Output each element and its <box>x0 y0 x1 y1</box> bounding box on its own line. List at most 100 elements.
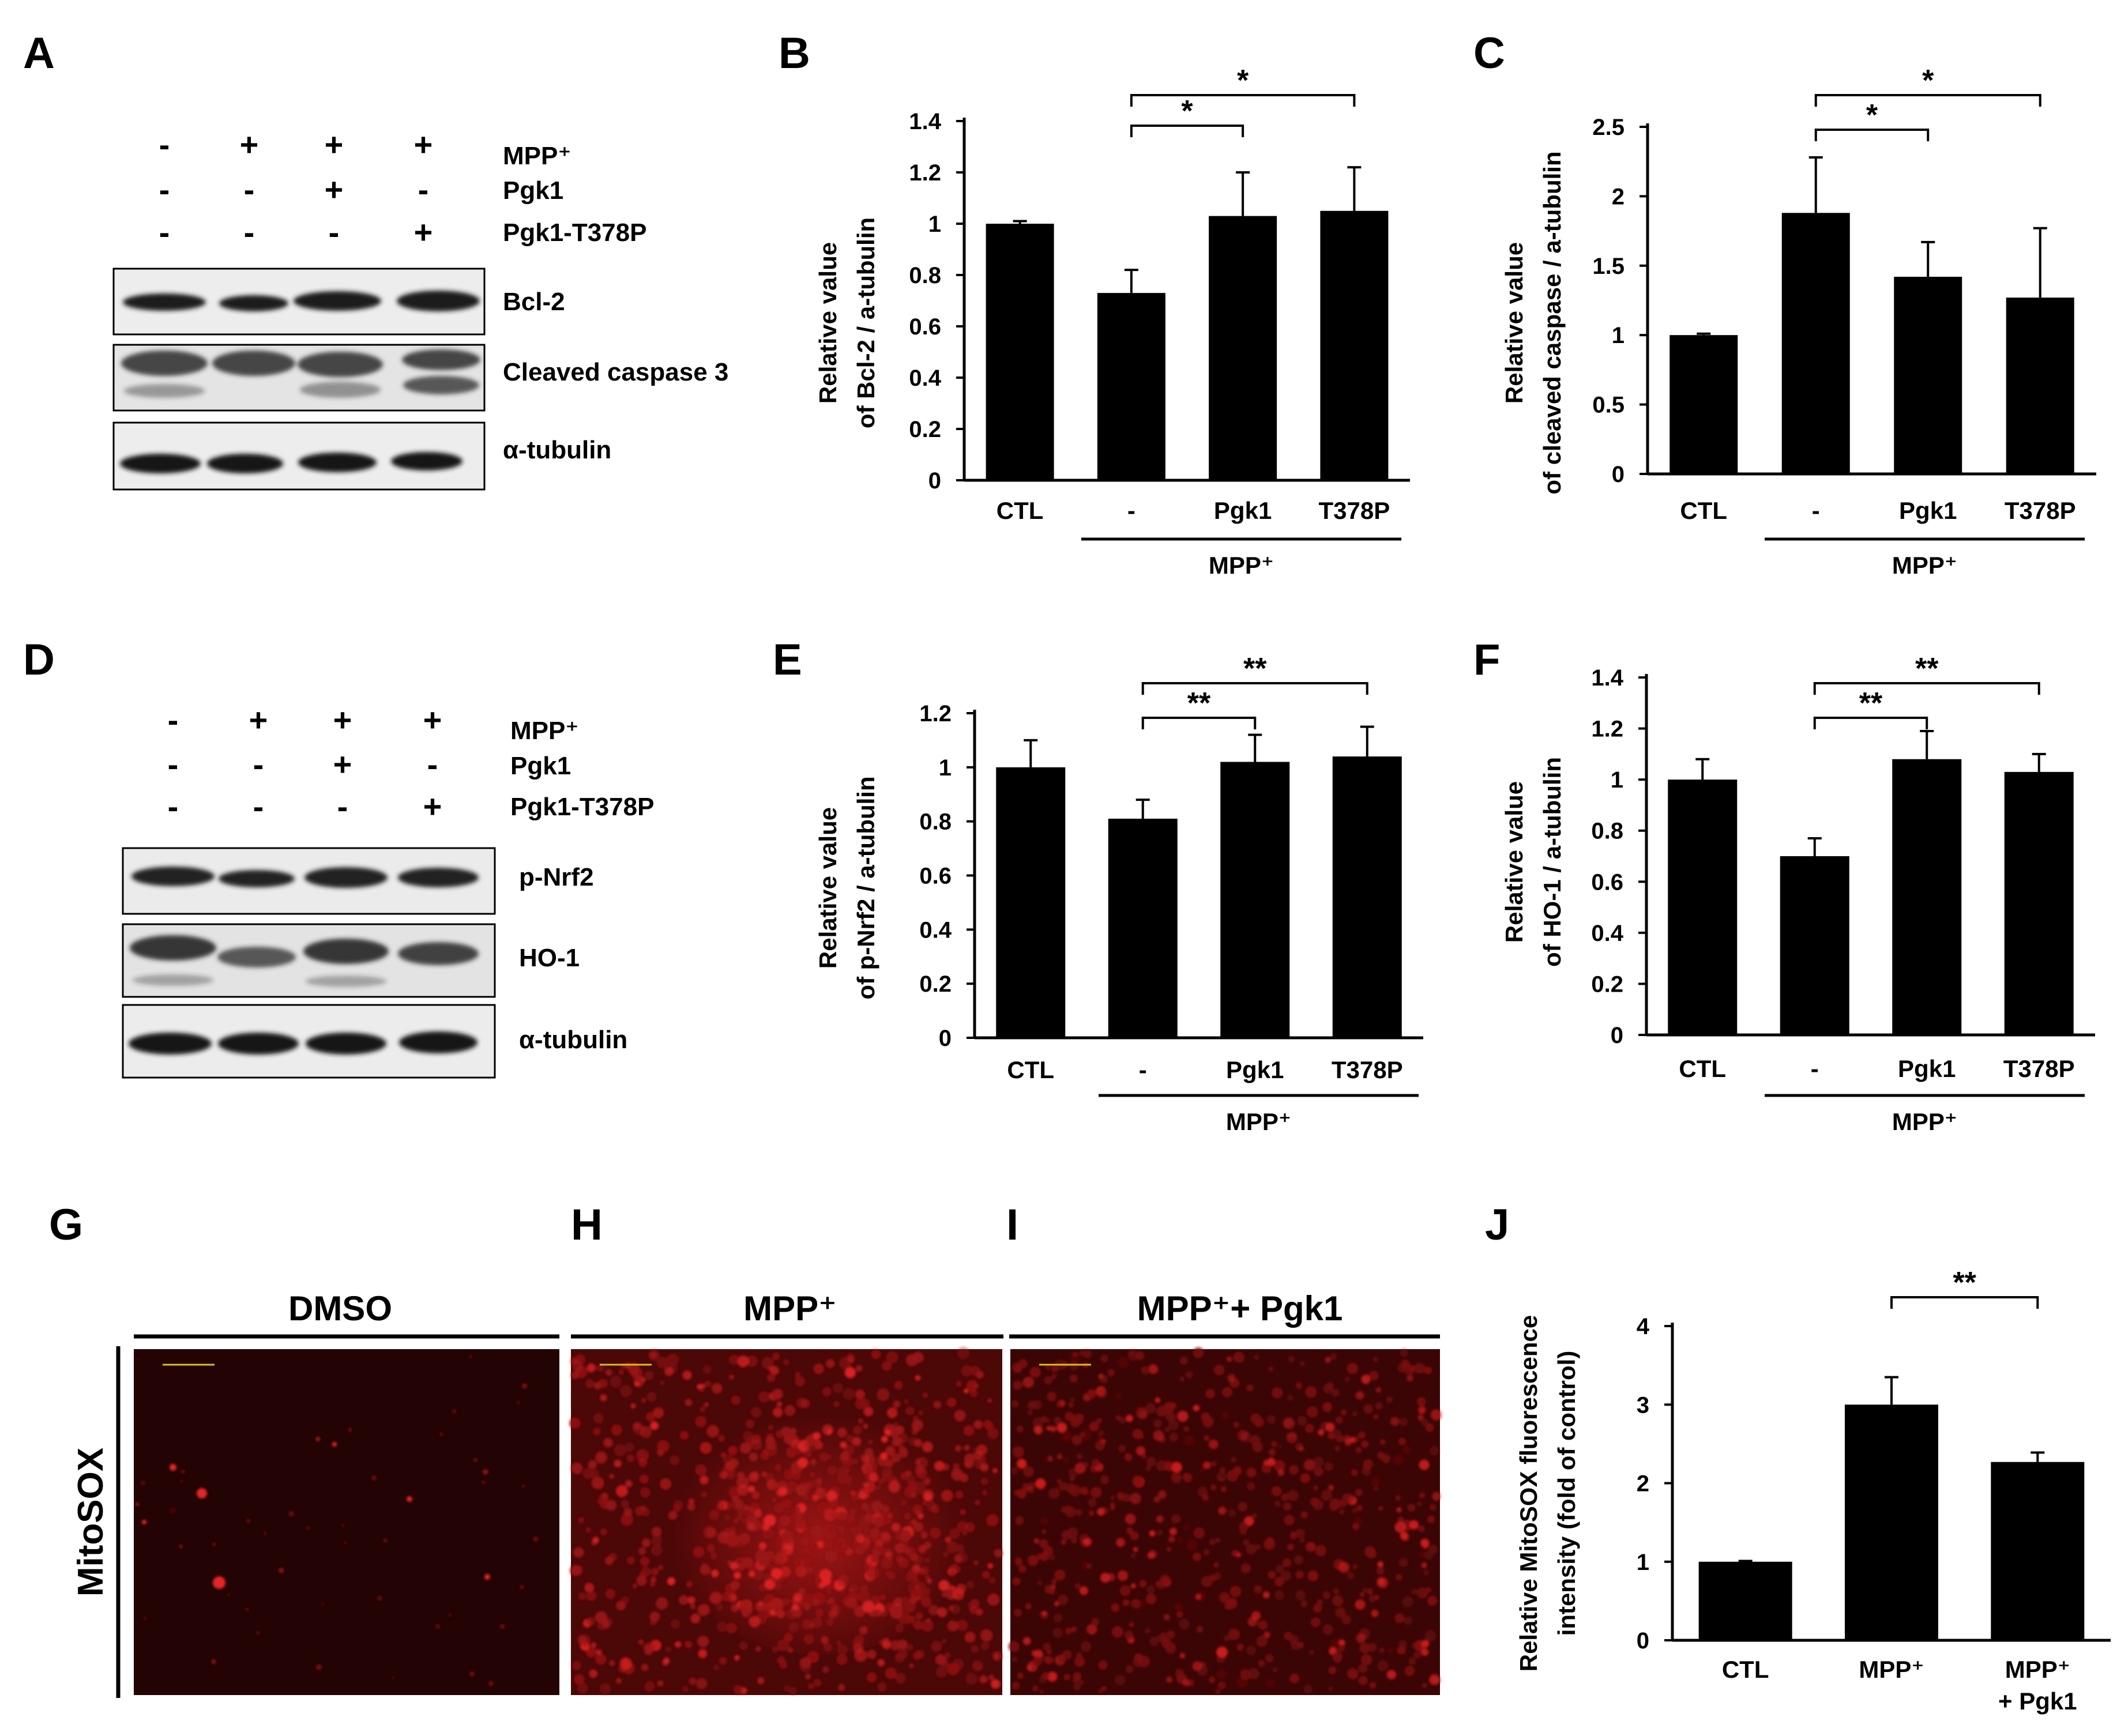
cell-spot <box>1364 1546 1376 1558</box>
cell-spot <box>882 1505 890 1513</box>
cell-spot <box>827 1465 837 1476</box>
cell-spot <box>770 1366 779 1375</box>
sign-a-mpp-3: + <box>325 126 344 163</box>
cell-spot <box>1097 1430 1104 1437</box>
cell-spot <box>918 1410 923 1415</box>
cell-spot <box>1378 1505 1383 1511</box>
cell-spot <box>819 1452 829 1462</box>
y-axis-title-line: Relative MitoSOX fluorescence <box>1515 1315 1542 1672</box>
cell-spot <box>904 1601 916 1613</box>
cell-spot <box>807 1651 819 1663</box>
cell-spot <box>1080 1641 1092 1652</box>
cell-spot <box>1177 1410 1189 1422</box>
cell-spot <box>836 1654 848 1665</box>
cell-spot <box>897 1639 908 1650</box>
cell-spot <box>1168 1535 1175 1543</box>
significance-label: * <box>1181 95 1193 128</box>
cell-spot <box>1401 1533 1409 1541</box>
cell-spot <box>1171 1472 1182 1483</box>
cell-spot <box>667 1577 675 1586</box>
cell-spot <box>1163 1460 1173 1470</box>
cell-spot <box>727 1471 735 1480</box>
cell-spot <box>980 1629 993 1642</box>
cell-spot <box>770 1609 777 1617</box>
cell-spot <box>825 1550 838 1563</box>
cell-spot <box>1080 1486 1089 1495</box>
cell-spot <box>1417 1397 1426 1406</box>
cell-spot <box>868 1532 879 1543</box>
cell-spot <box>771 1497 777 1502</box>
condition-label-a-mpp: MPP⁺ <box>503 142 571 170</box>
bar <box>1332 756 1402 1038</box>
cell-spot <box>1336 1434 1344 1443</box>
cell-spot <box>979 1675 988 1684</box>
cell-spot <box>921 1596 931 1607</box>
cell-spot <box>1272 1667 1277 1673</box>
cell-spot <box>1097 1388 1107 1399</box>
panel-label-e: E <box>773 635 802 684</box>
cell-spot <box>1153 1419 1162 1428</box>
cell-spot <box>1219 1592 1230 1603</box>
chart-c: C Relative value of cleaved caspase / a-tu… <box>1473 29 2096 579</box>
cell-spot <box>1125 1665 1134 1674</box>
cell-spot <box>761 1471 768 1478</box>
cell-spot <box>1246 1384 1254 1392</box>
cell-spot <box>915 1464 924 1474</box>
cell-spot <box>774 1583 782 1590</box>
cell-spot <box>1041 1528 1047 1534</box>
cell-spot <box>834 1541 847 1553</box>
cell-spot <box>987 1398 992 1403</box>
cell-spot <box>599 1493 609 1504</box>
cell-spot <box>1193 1347 1204 1358</box>
cell-spot <box>956 1544 965 1553</box>
cell-spot <box>1068 1402 1074 1408</box>
cell-spot <box>829 1523 835 1529</box>
cell-spot <box>1254 1354 1259 1360</box>
cell-spot <box>950 1564 958 1572</box>
cell-spot <box>811 1494 819 1501</box>
y-tick-label: 0.8 <box>919 809 952 835</box>
cell-spot <box>595 1452 607 1464</box>
cell-spot <box>776 1401 783 1407</box>
cell-spot <box>1177 1537 1183 1543</box>
cell-spot <box>1324 1462 1333 1471</box>
cell-spot <box>1314 1466 1323 1477</box>
cell-spot <box>653 1407 664 1418</box>
cell-spot <box>1369 1370 1379 1380</box>
cell-spot <box>588 1460 597 1469</box>
cell-spot <box>1228 1509 1236 1517</box>
cell-spot <box>1297 1416 1307 1426</box>
cell-spot <box>1145 1466 1152 1471</box>
condition-label-a-t378p: Pgk1-T378P <box>503 219 646 247</box>
cell-spot <box>1209 1676 1216 1684</box>
cell-spot <box>1277 1469 1284 1476</box>
cell-spot <box>1373 1357 1378 1362</box>
cell-spot <box>867 1566 879 1579</box>
cell-spot <box>888 1572 896 1580</box>
cell-spot <box>1145 1403 1156 1414</box>
bar <box>1669 335 1738 474</box>
chart-b: B Relative value of Bcl-2 / a-tubulin 0 0.2 0… <box>779 29 1410 579</box>
cell-spot <box>1069 1361 1079 1370</box>
cell-spot <box>846 1434 853 1443</box>
cell-spot <box>1117 1357 1129 1368</box>
cell-spot <box>762 1528 774 1539</box>
cell-spot <box>700 1564 711 1575</box>
cell-spot <box>1165 1411 1176 1422</box>
cell-spot <box>881 1436 888 1443</box>
bar <box>1781 213 1850 474</box>
cell-spot <box>941 1592 947 1598</box>
cell-spot <box>578 1517 584 1523</box>
cell-spot <box>810 1542 819 1551</box>
cell-spot <box>1300 1473 1310 1483</box>
cell-spot <box>813 1363 825 1375</box>
cell-spot <box>973 1383 979 1388</box>
cell-spot <box>377 1595 382 1601</box>
cell-spot <box>768 1425 773 1430</box>
cell-spot <box>1307 1570 1319 1581</box>
cell-spot <box>1213 1364 1225 1376</box>
cell-spot <box>1115 1392 1122 1399</box>
cell-spot <box>746 1522 755 1531</box>
cell-spot <box>1193 1527 1205 1539</box>
cell-spot <box>837 1644 848 1655</box>
